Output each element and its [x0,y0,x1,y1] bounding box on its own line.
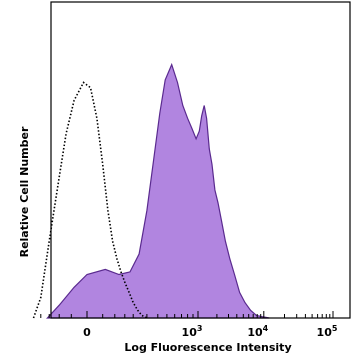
control-histogram-line [32,81,148,319]
x-tick-label: 103 [182,324,203,339]
y-axis-label: Relative Cell Number [18,126,31,257]
x-axis-tick-labels: 0 103 104 105 [83,324,338,339]
stained-histogram-area [46,62,270,319]
x-axis-label: Log Fluorescence Intensity [124,341,291,354]
x-axis-ticks [40,311,334,318]
x-tick-label: 0 [83,326,91,339]
x-tick-label: 105 [317,324,338,339]
plot-area [32,62,270,319]
x-tick-label: 104 [247,324,268,339]
plot-frame [50,1,351,319]
